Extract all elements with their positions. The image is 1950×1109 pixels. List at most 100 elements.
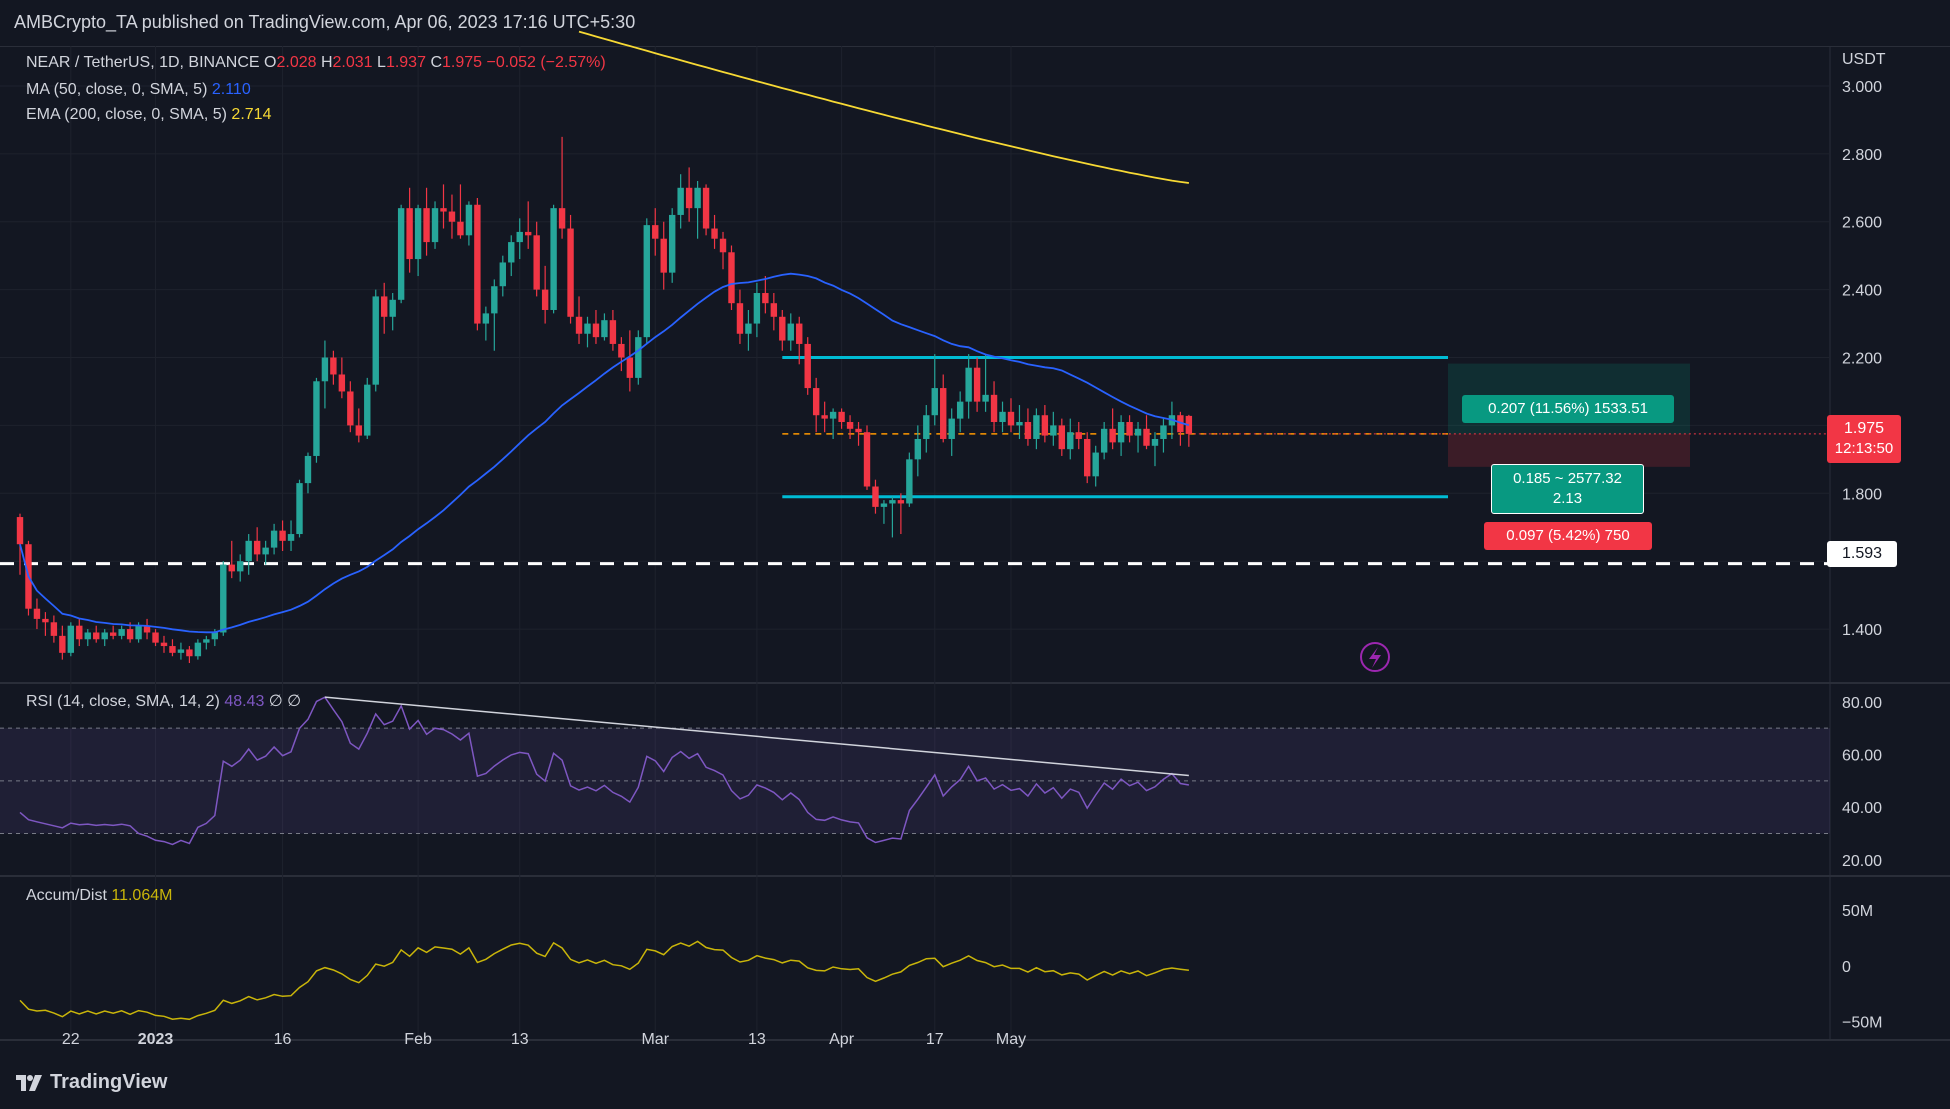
candle-body[interactable] [821, 415, 828, 419]
candle-body[interactable] [635, 337, 642, 378]
candle-body[interactable] [897, 500, 905, 504]
candle-body[interactable] [990, 394, 998, 423]
candle-body[interactable] [228, 564, 235, 572]
candle-body[interactable] [67, 625, 75, 653]
candle-body[interactable] [347, 391, 354, 426]
candle-body[interactable] [829, 411, 837, 419]
candle-body[interactable] [1041, 415, 1049, 436]
candle-body[interactable] [135, 625, 142, 640]
candle-body[interactable] [465, 204, 473, 236]
candle-body[interactable] [84, 632, 91, 640]
candle-body[interactable] [406, 208, 413, 260]
lightning-icon[interactable] [1360, 642, 1390, 672]
rsi-legend[interactable]: RSI (14, close, SMA, 14, 2) 48.43 ∅ ∅ [26, 691, 301, 711]
candle-body[interactable] [270, 530, 278, 548]
candle-body[interactable] [923, 415, 930, 439]
candle-body[interactable] [1134, 428, 1142, 436]
candle-body[interactable] [668, 214, 676, 273]
candle-body[interactable] [42, 618, 49, 623]
candle-body[interactable] [558, 208, 566, 229]
candle-body[interactable] [694, 187, 701, 209]
candle-body[interactable] [796, 323, 803, 344]
candle-body[interactable] [728, 252, 735, 304]
candle-body[interactable] [152, 632, 159, 643]
candle-body[interactable] [804, 343, 811, 389]
candle-body[interactable] [1024, 422, 1032, 439]
candle-body[interactable] [1117, 422, 1125, 443]
candle-body[interactable] [109, 632, 117, 636]
candle-body[interactable] [838, 411, 845, 423]
candle-body[interactable] [1050, 425, 1057, 436]
candle-body[interactable] [508, 242, 515, 263]
rsi-trendline[interactable] [324, 696, 1189, 777]
candle-body[interactable] [355, 425, 362, 436]
candle-body[interactable] [940, 388, 947, 439]
candle-body[interactable] [313, 381, 320, 456]
candle-body[interactable] [592, 323, 600, 338]
candle-body[interactable] [1092, 452, 1099, 477]
candle-body[interactable] [677, 187, 684, 215]
candle-body[interactable] [1126, 422, 1133, 436]
candle-body[interactable] [338, 374, 346, 392]
candle-body[interactable] [575, 316, 583, 334]
candle-body[interactable] [211, 632, 219, 640]
candle-body[interactable] [287, 534, 295, 541]
candle-body[interactable] [567, 228, 574, 317]
candle-body[interactable] [101, 632, 108, 640]
rsi-line[interactable] [19, 696, 1190, 846]
candle-body[interactable] [846, 422, 854, 429]
candle-body[interactable] [1016, 422, 1023, 426]
candle-body[interactable] [279, 530, 286, 541]
candle-body[interactable] [440, 208, 447, 212]
candle-body[interactable] [448, 211, 456, 222]
candle-body[interactable] [812, 388, 820, 416]
candle-body[interactable] [160, 642, 168, 647]
candle-body[interactable] [59, 635, 66, 653]
candle-body[interactable] [50, 622, 58, 636]
candle-body[interactable] [1100, 428, 1108, 453]
candle-body[interactable] [194, 642, 202, 657]
candle-body[interactable] [872, 486, 879, 507]
candle-body[interactable] [550, 208, 557, 310]
candle-body[interactable] [753, 293, 761, 324]
candle-body[interactable] [855, 428, 862, 433]
candle-body[interactable] [982, 394, 989, 402]
candle-body[interactable] [999, 411, 1006, 423]
candle-body[interactable] [1033, 415, 1040, 439]
candle-body[interactable] [381, 296, 388, 317]
candle-body[interactable] [33, 608, 41, 619]
candle-body[interactable] [541, 289, 549, 310]
stop-label[interactable]: 0.097 (5.42%) 750 [1484, 522, 1652, 550]
candle-body[interactable] [1160, 425, 1167, 439]
candle-body[interactable] [787, 323, 794, 341]
candle-body[interactable] [1075, 432, 1082, 439]
candle-body[interactable] [660, 238, 667, 273]
candle-body[interactable] [482, 313, 490, 324]
ad-legend[interactable]: Accum/Dist 11.064M [26, 887, 172, 905]
candle-body[interactable] [889, 500, 896, 504]
candle-body[interactable] [702, 187, 710, 229]
candle-body[interactable] [126, 629, 134, 640]
tradingview-logo[interactable]: TradingView [16, 1071, 167, 1094]
candle-body[interactable] [652, 225, 659, 239]
legend-symbol[interactable]: NEAR / TetherUS, 1D, BINANCE [26, 54, 260, 71]
ema-legend[interactable]: EMA (200, close, 0, SMA, 5) 2.714 [26, 106, 271, 124]
candle-body[interactable] [16, 517, 24, 545]
candle-body[interactable] [423, 208, 430, 243]
ma50-line[interactable] [19, 272, 1190, 634]
candle-body[interactable] [719, 238, 727, 253]
candle-body[interactable] [491, 286, 498, 314]
candle-body[interactable] [414, 208, 422, 260]
candle-body[interactable] [397, 208, 405, 300]
candle-body[interactable] [1058, 425, 1066, 450]
candle-body[interactable] [956, 401, 964, 419]
candle-body[interactable] [685, 187, 693, 209]
candle-body[interactable] [601, 320, 608, 338]
ma-legend[interactable]: MA (50, close, 0, SMA, 5) 2.110 [26, 81, 251, 99]
candle-body[interactable] [745, 323, 752, 334]
candle-body[interactable] [321, 357, 329, 382]
candle-body[interactable] [296, 483, 303, 535]
candle-body[interactable] [711, 228, 718, 239]
candle-body[interactable] [770, 303, 778, 317]
